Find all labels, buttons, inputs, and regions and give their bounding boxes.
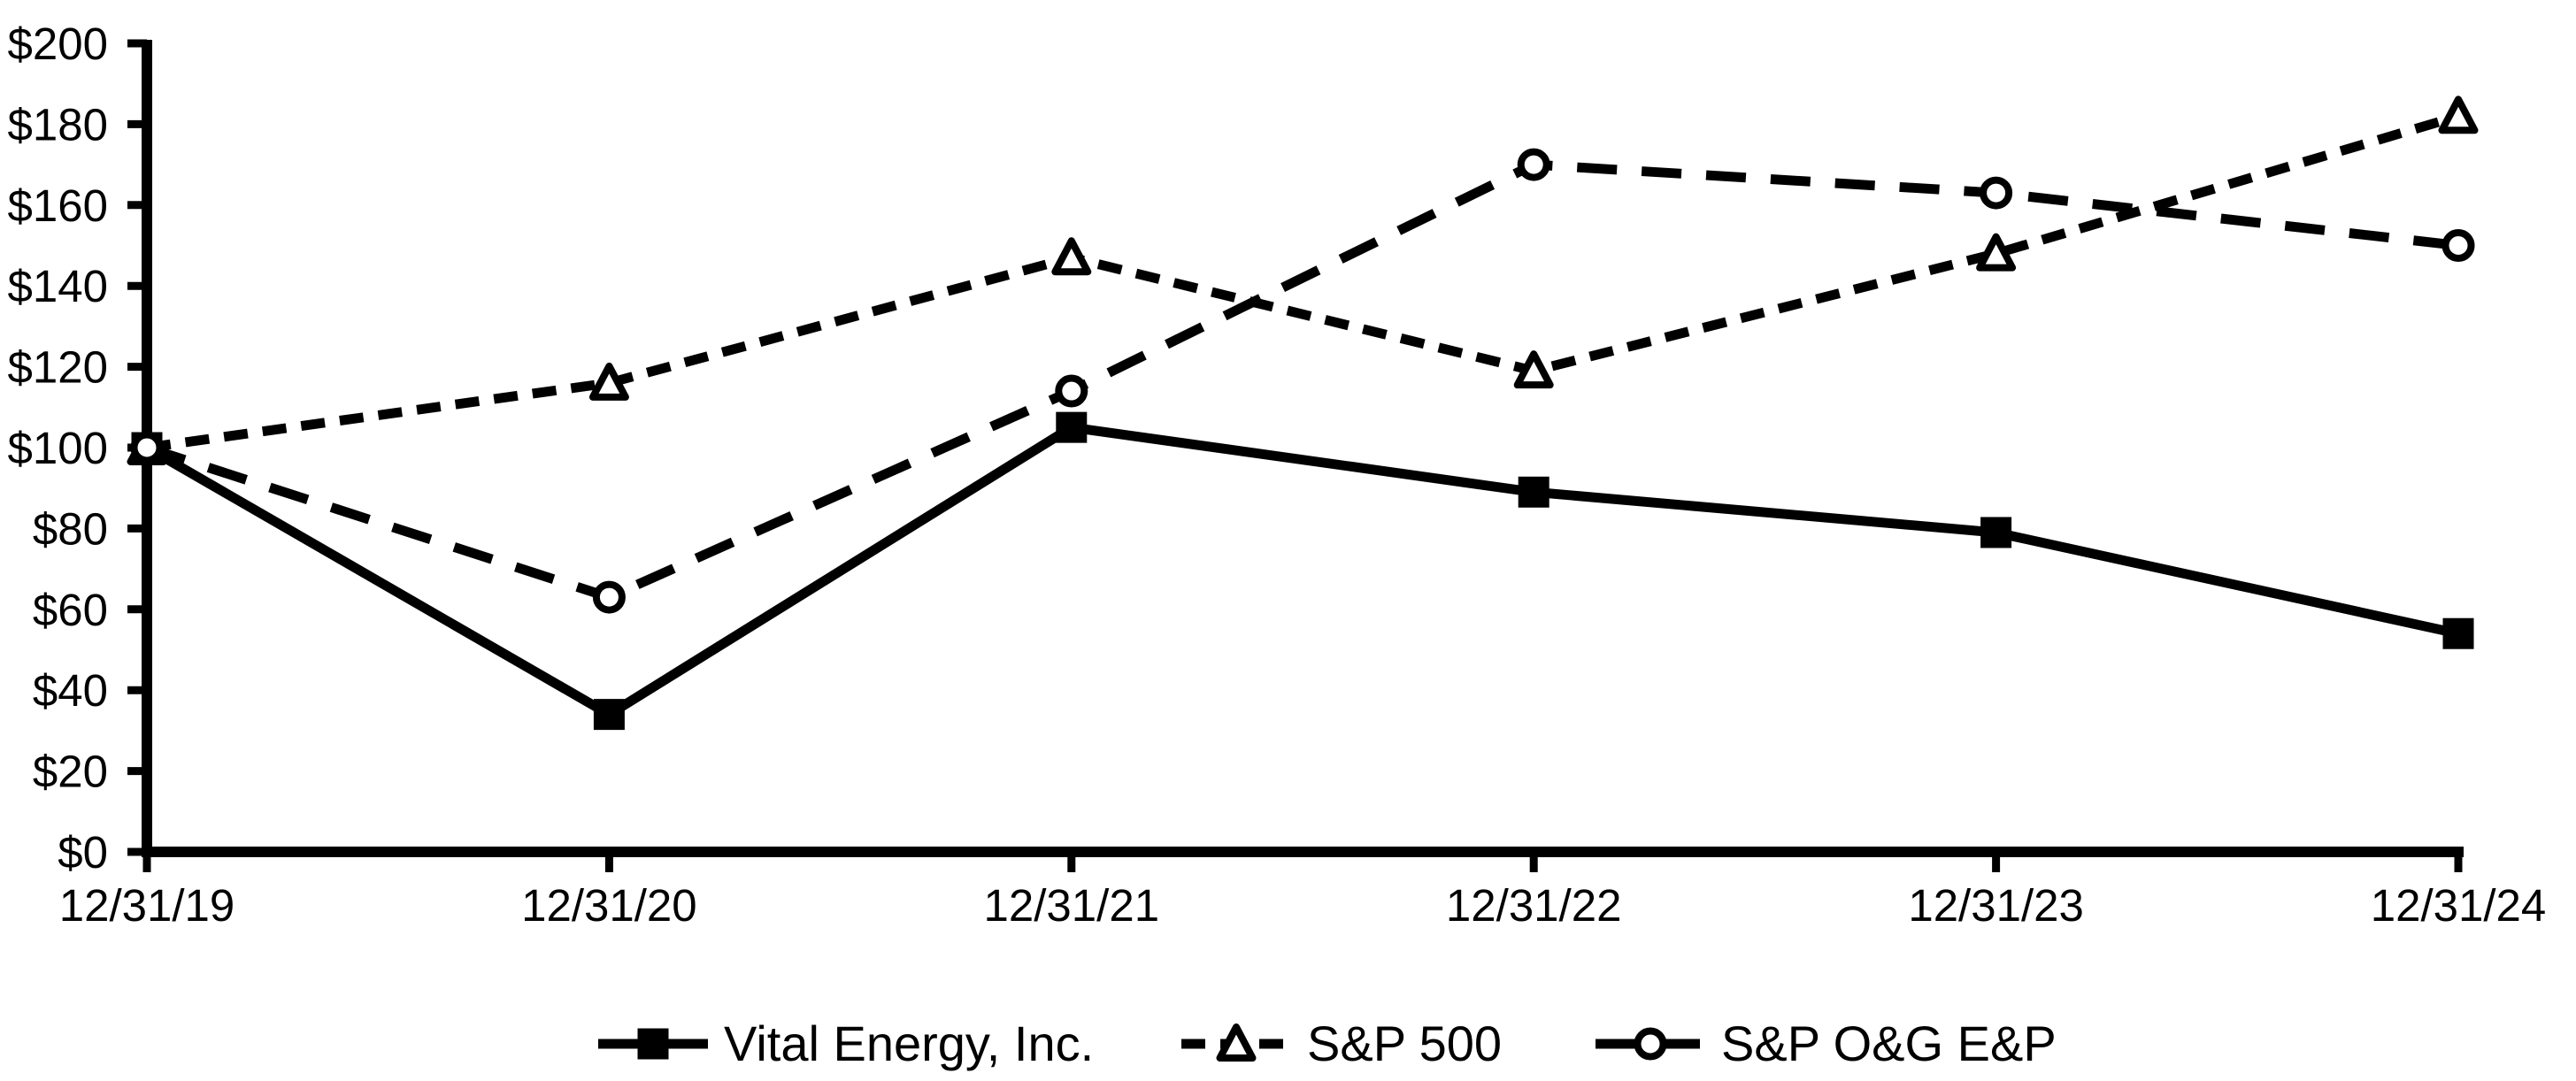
- y-tick-label: $40: [33, 665, 108, 716]
- marker-open-triangle-s-p-500: [1976, 233, 2017, 272]
- marker-open-circle-s-p-o-g-e-p: [130, 431, 164, 464]
- marker-open-circle-s-p-o-g-e-p: [592, 580, 626, 614]
- series-line-vital-energy-inc: [144, 422, 2460, 721]
- marker-open-triangle-s-p-500: [1051, 237, 1092, 276]
- legend-marker-solid-line-filled-square-icon: [598, 1028, 708, 1060]
- marker-open-triangle-s-p-500: [2438, 96, 2479, 134]
- x-tick-label: 12/31/21: [984, 880, 1160, 931]
- marker-filled-square-vital-energy-inc: [2442, 617, 2474, 649]
- legend-label-vital-energy: Vital Energy, Inc.: [724, 1016, 1095, 1071]
- marker-filled-square-vital-energy-inc: [1518, 476, 1549, 508]
- legend-item-vital-energy: Vital Energy, Inc.: [598, 1013, 1094, 1075]
- marker-filled-square-vital-energy-inc: [593, 699, 625, 731]
- y-tick-label: $200: [8, 19, 108, 69]
- series-line-s-p-o-g-e-p: [145, 159, 2459, 602]
- legend-marker-long-dash-line-open-circle-icon: [1596, 1027, 1705, 1061]
- x-tick-label: 12/31/23: [1908, 880, 2084, 931]
- x-tick-label: 12/31/22: [1446, 880, 1622, 931]
- y-tick-label: $160: [8, 180, 108, 231]
- legend-label-sp500: S&P 500: [1307, 1016, 1503, 1071]
- y-tick-label: $80: [33, 503, 108, 554]
- marker-open-circle-s-p-o-g-e-p: [1980, 176, 2013, 210]
- y-tick-label: $60: [33, 585, 108, 635]
- marker-open-circle-s-p-o-g-e-p: [1517, 148, 1550, 181]
- marker-open-triangle-s-p-500: [1513, 350, 1554, 389]
- marker-filled-square-vital-energy-inc: [1056, 411, 1088, 443]
- marker-filled-square-vital-energy-inc: [1980, 517, 2012, 548]
- marker-open-circle-s-p-o-g-e-p: [1055, 374, 1088, 408]
- y-tick-label: $0: [58, 827, 108, 878]
- x-tick-label: 12/31/20: [521, 880, 697, 931]
- y-tick-label: $180: [8, 99, 108, 150]
- legend-item-sp-og-ep: S&P O&G E&P: [1596, 1013, 2057, 1075]
- legend-label-sp-og-ep: S&P O&G E&P: [1721, 1016, 2057, 1071]
- y-tick-label: $20: [33, 747, 108, 797]
- x-tick-label: 12/31/19: [59, 880, 235, 931]
- y-tick-label: $120: [8, 342, 108, 393]
- legend-marker-short-dash-line-open-triangle-icon: [1181, 1024, 1291, 1062]
- y-tick-label: $100: [8, 423, 108, 473]
- marker-open-triangle-s-p-500: [588, 362, 629, 401]
- marker-open-circle-s-p-o-g-e-p: [2441, 229, 2475, 262]
- x-tick-label: 12/31/24: [2371, 880, 2547, 931]
- series-line-s-p-500: [146, 111, 2460, 453]
- legend-item-sp500: S&P 500: [1181, 1013, 1502, 1075]
- y-tick-label: $140: [8, 261, 108, 311]
